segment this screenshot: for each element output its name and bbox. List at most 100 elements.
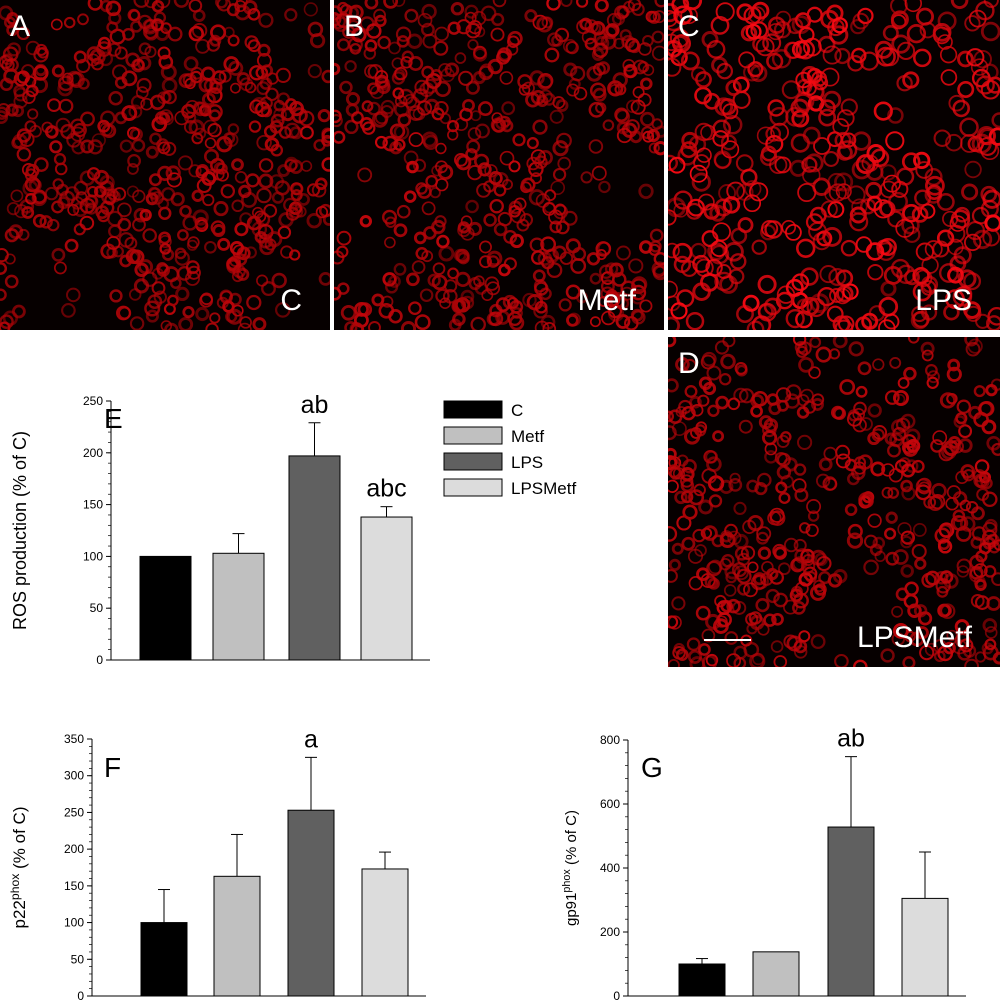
cell	[167, 26, 183, 42]
cell	[840, 239, 858, 257]
cell	[507, 311, 523, 327]
cell	[844, 503, 858, 516]
cell	[216, 136, 233, 153]
cell	[361, 100, 374, 113]
cell	[58, 98, 74, 114]
cell	[61, 303, 76, 318]
cell	[32, 213, 47, 228]
cell	[107, 42, 122, 57]
cell	[182, 305, 195, 319]
cell	[376, 80, 391, 95]
cell	[668, 242, 680, 259]
cell	[668, 280, 678, 299]
significance-label: ab	[837, 725, 865, 753]
cell	[117, 202, 132, 218]
cell	[708, 559, 723, 575]
cell	[183, 56, 199, 72]
cell	[819, 265, 838, 284]
cell	[680, 141, 698, 159]
cell	[648, 142, 660, 154]
cell	[858, 492, 874, 508]
cell	[66, 287, 81, 303]
cell	[96, 41, 112, 57]
cell	[580, 171, 593, 184]
cell	[896, 41, 916, 61]
cell	[438, 63, 452, 77]
cell	[680, 474, 694, 488]
cell	[701, 31, 719, 48]
cell	[857, 361, 872, 376]
cell	[628, 258, 644, 274]
cell	[943, 641, 956, 655]
cell	[786, 635, 803, 652]
cell	[716, 62, 733, 80]
micrograph-panel-b: B Metf	[334, 0, 664, 330]
cell	[799, 522, 811, 534]
cell	[452, 312, 466, 327]
cell	[236, 0, 248, 8]
cell	[344, 60, 357, 73]
cell	[158, 234, 172, 249]
cell	[436, 234, 450, 249]
cell	[904, 581, 919, 597]
cell	[831, 17, 848, 34]
cell	[705, 258, 723, 277]
cell	[21, 64, 35, 78]
cell	[720, 599, 733, 613]
cell	[836, 285, 854, 303]
cell	[84, 194, 99, 209]
cell	[546, 0, 561, 11]
cell	[73, 223, 86, 236]
cell	[959, 499, 972, 512]
cell	[668, 11, 684, 32]
cell	[764, 220, 783, 239]
cell	[902, 71, 920, 89]
y-axis-label: p22phox (% of C)	[8, 807, 29, 929]
micrograph-b-image	[334, 0, 664, 330]
cell	[757, 302, 777, 322]
cell	[970, 506, 985, 521]
cell	[13, 71, 29, 87]
bar-c	[139, 555, 192, 661]
cell	[939, 46, 958, 64]
cell	[818, 108, 836, 127]
cell	[162, 141, 177, 156]
cell	[147, 294, 163, 309]
cell	[668, 659, 680, 667]
cell	[106, 236, 121, 250]
cell	[930, 439, 944, 453]
cell	[476, 183, 491, 198]
cell	[651, 30, 664, 44]
cell	[775, 387, 792, 403]
cell	[393, 124, 410, 140]
cell	[891, 605, 904, 618]
cell	[963, 272, 982, 291]
cell	[913, 604, 928, 618]
cell	[374, 14, 387, 28]
cell	[697, 394, 710, 407]
legend-label-metf: Metf	[511, 427, 544, 446]
cell	[684, 385, 698, 398]
cell	[590, 20, 606, 36]
cell	[2, 310, 18, 326]
cell	[681, 536, 696, 551]
cell	[800, 296, 820, 316]
cell	[900, 413, 916, 429]
cell	[259, 96, 273, 110]
cell	[940, 443, 957, 460]
cell	[668, 209, 677, 226]
micrograph-c-image	[668, 0, 1000, 330]
cell	[952, 509, 966, 523]
cell	[215, 0, 228, 9]
cell	[724, 241, 744, 262]
cell	[866, 144, 886, 163]
cell	[836, 109, 855, 127]
cell	[846, 472, 860, 486]
cell	[334, 130, 346, 144]
cell	[367, 101, 381, 116]
cell	[668, 378, 679, 393]
cell	[674, 490, 688, 505]
micrograph-a-image	[0, 0, 330, 330]
cell	[668, 464, 681, 478]
condition-label-metf: Metf	[577, 284, 636, 317]
